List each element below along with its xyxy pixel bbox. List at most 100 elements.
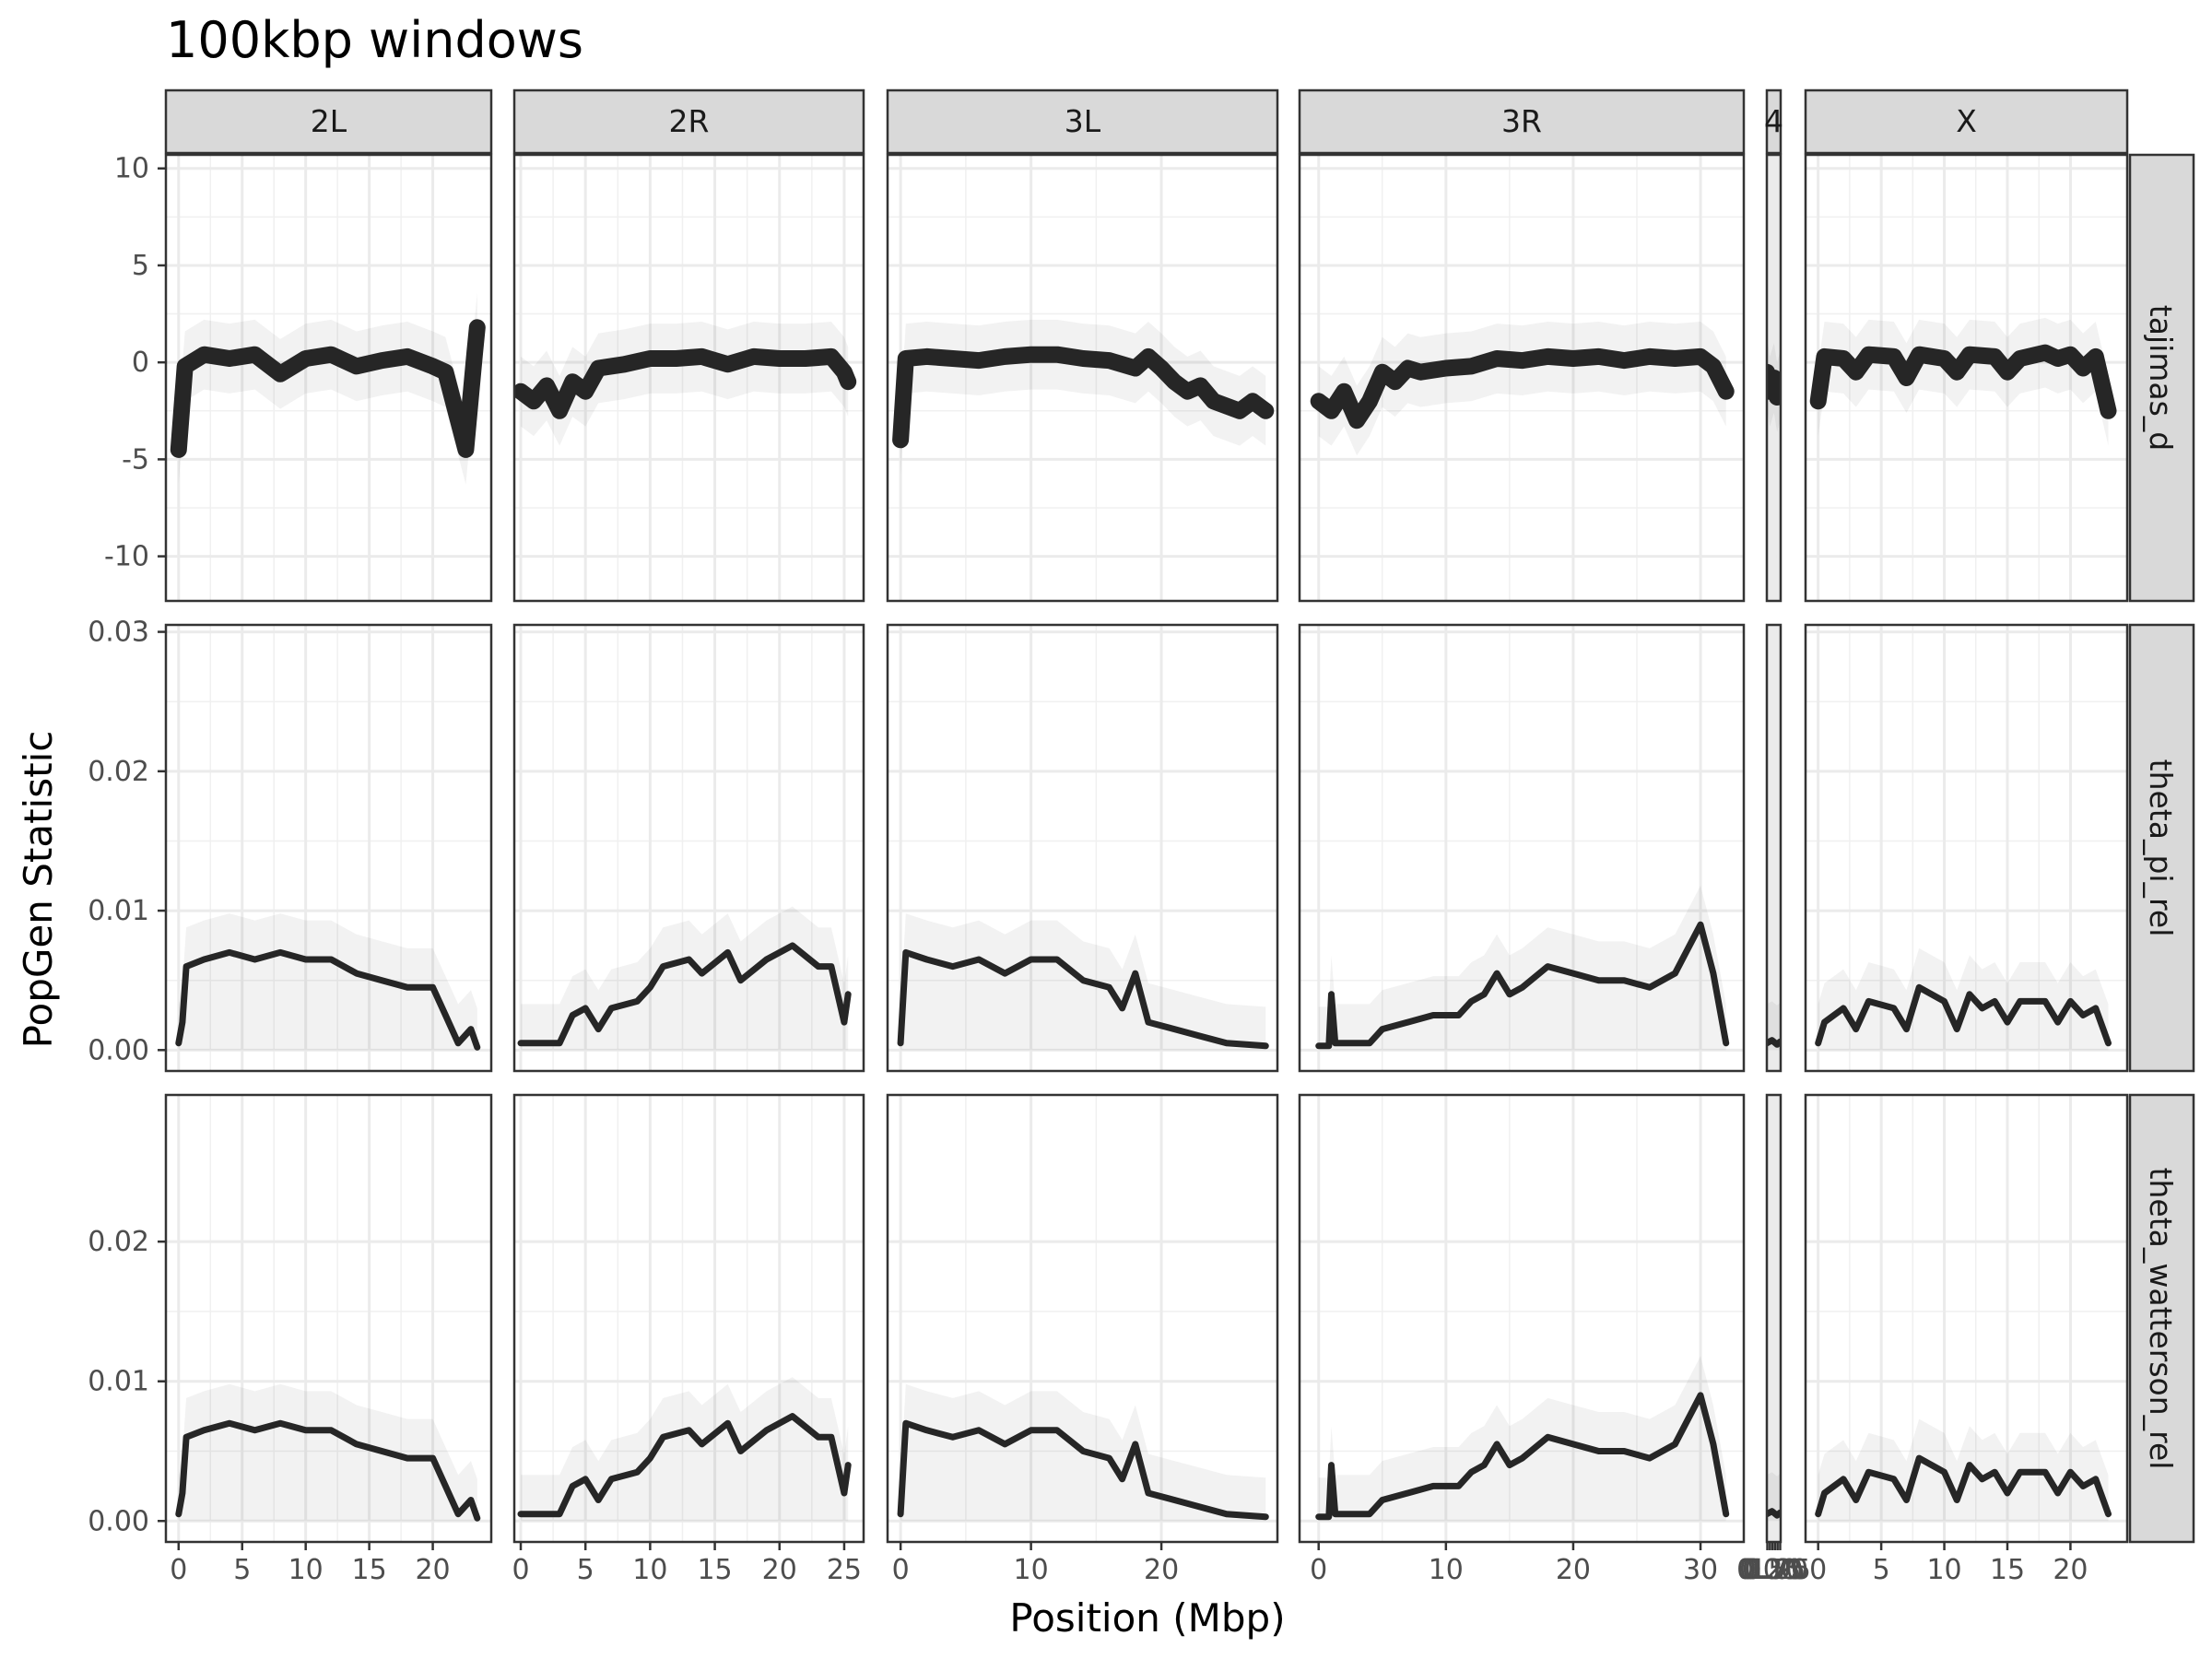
x-tick-label: 0 [892, 1554, 910, 1586]
x-tick-label: 15 [1990, 1554, 2025, 1586]
panel-bg [888, 1095, 1277, 1542]
series-line-theta-watterson-rel [517, 1413, 852, 1518]
panel-border [1804, 623, 2129, 1073]
facet-label-3r: 3R [1501, 103, 1542, 139]
facet-label-x: X [1956, 103, 1977, 139]
panel-2l-theta-watterson-rel [166, 1095, 491, 1542]
facet-label-2l: 2L [311, 103, 347, 139]
x-tick-label: 15 [352, 1554, 387, 1586]
panel-2l-tajimas-d [166, 155, 491, 601]
x-tick-label: 20 [1556, 1554, 1591, 1586]
series-line-tajimas-d [892, 346, 1275, 449]
x-tick-label: 20 [1144, 1554, 1179, 1586]
panel-border [1298, 623, 1746, 1073]
series-line-tajimas-d [170, 319, 486, 458]
panel-bg [514, 1095, 864, 1542]
panel-4-theta-pi-rel [1767, 625, 1781, 1071]
panel-bg [1300, 625, 1744, 1071]
series-spread-theta-pi-rel [1818, 947, 2109, 1051]
facet-label-tajimas-d: tajimas_d [2143, 305, 2179, 452]
panel-bg [1300, 1095, 1744, 1542]
facet-label-3l: 3L [1065, 103, 1101, 139]
series-line-tajimas-d [1310, 347, 1735, 429]
panel-border [886, 1093, 1279, 1544]
panel-4-tajimas-d [1767, 155, 1781, 601]
facet-strip-3r [1298, 88, 1746, 155]
facet-strip-4 [1765, 88, 1783, 155]
panel-border [512, 153, 865, 603]
x-tick-label: 10 [288, 1554, 324, 1586]
facet-strip-theta-watterson-rel [2128, 1093, 2195, 1544]
panel-bg [888, 625, 1277, 1071]
panel-border [512, 623, 865, 1073]
x-tick-label: 15 [697, 1554, 732, 1586]
y-tick-label: 0.02 [88, 756, 149, 788]
series-line-theta-pi-rel [1815, 983, 2112, 1047]
panel-border [1804, 1093, 2129, 1544]
series-line-tajimas-d [514, 347, 857, 419]
series-line-theta-watterson-rel [1315, 1392, 1730, 1521]
panel-border [886, 153, 1279, 603]
panel-border [1765, 623, 1783, 1073]
facet-strip-2r [512, 88, 865, 155]
x-tick-label: 1.25 [1749, 1554, 1811, 1586]
x-tick-label: 20 [762, 1554, 797, 1586]
x-tick-label: 0.00 [1736, 1554, 1798, 1586]
y-tick-label: 0.00 [88, 1034, 149, 1066]
facet-strip-3l [886, 88, 1279, 155]
facet-strip-tajimas-d [2128, 153, 2195, 603]
y-axis-label: PopGen Statistic [16, 731, 61, 1049]
y-tick-label: 5 [132, 250, 149, 282]
panel-border [886, 623, 1279, 1073]
x-tick-label: 20 [2053, 1554, 2088, 1586]
series-line-theta-pi-rel [1767, 1037, 1781, 1048]
series-line-theta-pi-rel [897, 948, 1269, 1050]
panel-x-tajimas-d [1806, 155, 2127, 601]
x-tick-label: 0.75 [1744, 1554, 1806, 1586]
panel-border [1298, 153, 1746, 603]
x-tick-label: 30 [1683, 1554, 1718, 1586]
x-tick-label: 25 [827, 1554, 862, 1586]
series-spread-theta-watterson-rel [521, 1377, 849, 1522]
x-tick-label: 10 [1014, 1554, 1049, 1586]
x-tick-label: 1.00 [1747, 1554, 1808, 1586]
y-tick-label: 0 [132, 347, 149, 379]
panel-2r-theta-watterson-rel [514, 1095, 864, 1542]
series-spread-theta-watterson-rel [178, 1383, 477, 1522]
series-spread-theta-pi-rel [178, 913, 477, 1051]
panel-border [1765, 1093, 1783, 1544]
x-tick-label: 0 [512, 1554, 529, 1586]
facet-label-theta-pi-rel: theta_pi_rel [2143, 759, 2179, 937]
series-spread-theta-pi-rel [521, 906, 849, 1051]
series-spread-tajimas-d [178, 292, 477, 485]
panel-x-theta-watterson-rel [1806, 1095, 2127, 1542]
y-tick-label: 0.00 [88, 1505, 149, 1537]
panel-3r-theta-pi-rel [1300, 625, 1744, 1071]
series-line-theta-pi-rel [1315, 921, 1730, 1050]
facet-label-2r: 2R [669, 103, 710, 139]
x-tick-label: 20 [415, 1554, 450, 1586]
x-tick-label: 0.25 [1739, 1554, 1801, 1586]
panel-2l-theta-pi-rel [166, 625, 491, 1071]
series-line-theta-watterson-rel [897, 1419, 1269, 1521]
panel-border [1765, 153, 1783, 603]
series-spread-theta-watterson-rel [1818, 1418, 2109, 1522]
series-spread-theta-watterson-rel [1318, 1356, 1726, 1522]
facet-label-theta-watterson-rel: theta_watterson_rel [2143, 1168, 2179, 1470]
panel-2r-tajimas-d [514, 155, 864, 601]
panel-x-theta-pi-rel [1806, 625, 2127, 1071]
x-tick-label: 0 [1809, 1554, 1827, 1586]
y-tick-label: 0.01 [88, 1366, 149, 1398]
y-tick-label: 0.03 [88, 617, 149, 649]
x-tick-label: 10 [1429, 1554, 1464, 1586]
panel-3l-theta-pi-rel [888, 625, 1277, 1071]
x-tick-label: 5 [577, 1554, 594, 1586]
x-tick-label: 5 [1873, 1554, 1890, 1586]
series-spread-theta-pi-rel [1318, 885, 1726, 1051]
x-axis-label: Position (Mbp) [1009, 1595, 1285, 1641]
panel-border [164, 153, 493, 603]
panel-border [164, 1093, 493, 1544]
panel-bg [888, 155, 1277, 601]
panel-bg [166, 155, 491, 601]
